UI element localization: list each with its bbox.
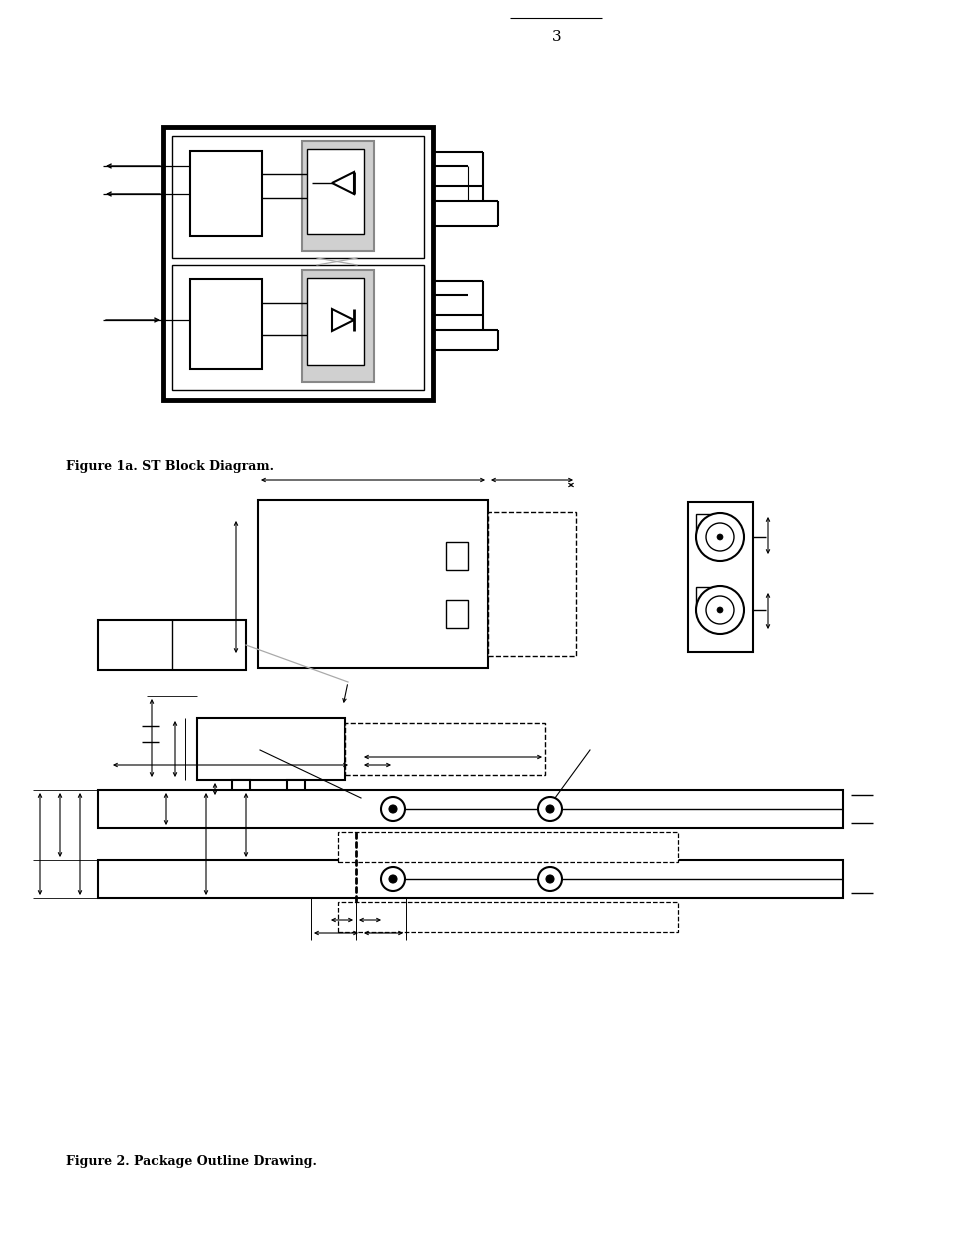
Circle shape (705, 597, 733, 624)
Circle shape (696, 585, 743, 634)
Bar (257, 500, 488, 668)
Bar (337, 832, 678, 862)
Circle shape (705, 522, 733, 551)
Circle shape (389, 876, 396, 883)
Circle shape (545, 805, 554, 813)
Bar (98, 620, 246, 671)
Circle shape (389, 805, 396, 813)
Circle shape (380, 867, 405, 890)
Bar (172, 266, 423, 390)
Bar (307, 149, 364, 233)
Text: 3: 3 (552, 30, 561, 44)
Polygon shape (332, 309, 354, 331)
Circle shape (545, 876, 554, 883)
Polygon shape (332, 172, 354, 194)
Circle shape (537, 797, 561, 821)
Bar (190, 279, 262, 369)
Bar (163, 127, 433, 400)
Bar (687, 501, 752, 652)
Bar (307, 278, 364, 366)
Circle shape (696, 513, 743, 561)
Bar (172, 136, 423, 258)
Bar (488, 513, 576, 656)
Text: Figure 2. Package Outline Drawing.: Figure 2. Package Outline Drawing. (66, 1155, 316, 1168)
Bar (337, 902, 678, 932)
Bar (302, 141, 374, 251)
Bar (190, 151, 262, 236)
Bar (287, 781, 305, 798)
Bar (302, 270, 374, 382)
Circle shape (537, 867, 561, 890)
Bar (446, 600, 468, 629)
Bar (232, 781, 250, 798)
Bar (196, 718, 345, 781)
Bar (446, 542, 468, 571)
Bar (98, 790, 842, 827)
Circle shape (717, 534, 722, 540)
Circle shape (717, 606, 722, 613)
Bar (696, 587, 716, 606)
Bar (696, 514, 716, 534)
Text: Figure 1a. ST Block Diagram.: Figure 1a. ST Block Diagram. (66, 459, 274, 473)
Circle shape (380, 797, 405, 821)
Bar (98, 860, 842, 898)
Bar (345, 722, 544, 776)
